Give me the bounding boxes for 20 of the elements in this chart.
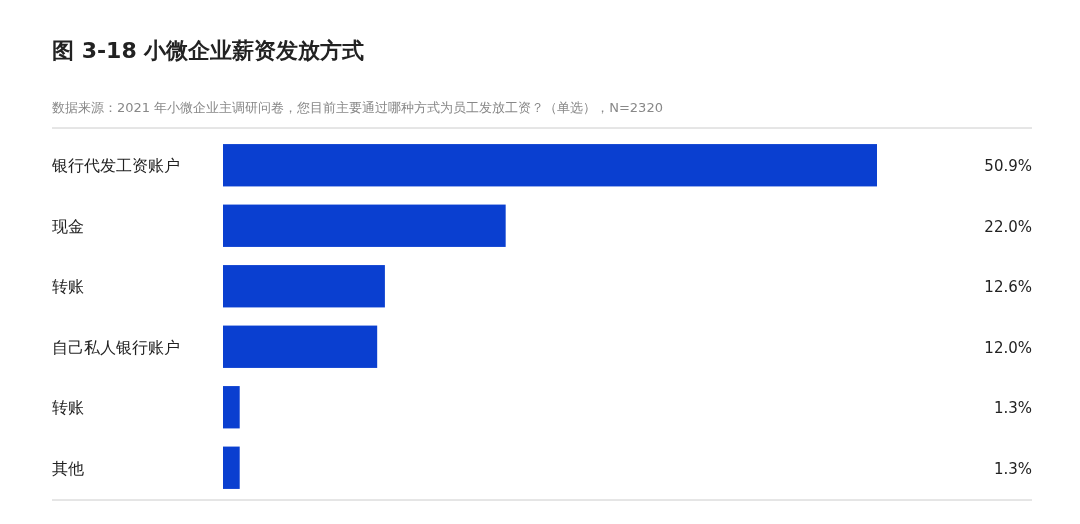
bar: [223, 144, 877, 187]
bar: [223, 204, 506, 247]
data-label: 1.3%: [993, 459, 1032, 478]
chart-subtitle: 数据来源：2021 年小微企业主调研问卷，您目前主要通过哪种方式为员工发放工资？（单选），N=2320: [52, 100, 663, 115]
data-label: 12.0%: [984, 338, 1032, 357]
chart-title: 图 3-18 小微企业薪资发放方式: [52, 38, 365, 63]
bar: [223, 446, 240, 489]
data-label: 1.3%: [993, 399, 1032, 418]
data-label: 22.0%: [984, 217, 1032, 236]
bar: [223, 386, 240, 429]
bar: [223, 265, 385, 308]
y-tick-label: 银行代发工资账户: [51, 156, 180, 176]
y-tick-label: 自己私人银行账户: [52, 337, 180, 357]
data-label: 50.9%: [984, 157, 1032, 176]
y-tick-label: 转账: [52, 277, 84, 297]
y-tick-label: 现金: [52, 216, 84, 236]
y-tick-label: 转账: [52, 398, 84, 418]
data-label: 12.6%: [984, 278, 1032, 297]
bar: [223, 325, 378, 368]
y-tick-label: 其他: [52, 458, 84, 478]
